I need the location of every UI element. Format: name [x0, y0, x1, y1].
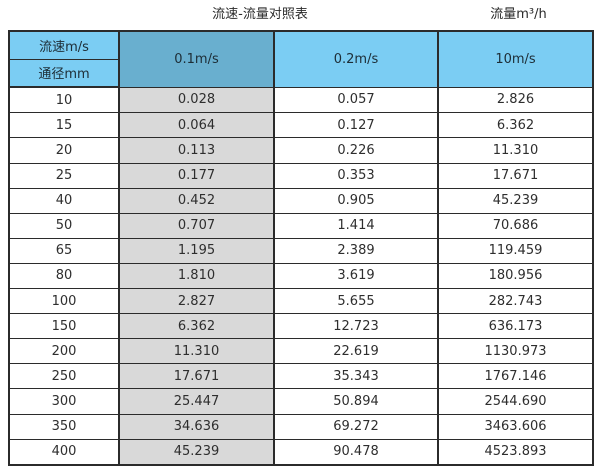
table-row: 50 0.707 1.414 70.686	[8, 212, 594, 239]
flow-value-cell: 2544.690	[437, 388, 594, 415]
flow-value-cell: 2.389	[273, 237, 439, 264]
velocity-column-header-0-2: 0.2m/s	[273, 30, 439, 88]
flow-value-cell: 0.057	[273, 86, 439, 114]
flow-value-cell: 90.478	[273, 438, 439, 466]
flow-value-cell: 1.810	[118, 262, 275, 290]
flow-value-cell: 45.239	[437, 187, 594, 214]
diameter-cell: 250	[8, 363, 120, 390]
flow-unit-label: 流量m³/h	[490, 7, 547, 22]
header-row-diameter: 通径mm	[8, 58, 593, 88]
flow-value-cell: 0.028	[118, 86, 275, 114]
diameter-cell: 350	[8, 413, 120, 440]
diameter-cell: 65	[8, 237, 120, 264]
velocity-column-header-10: 10m/s	[437, 30, 594, 88]
flow-rate-table: 流速m/s 0.1m/s 0.2m/s 10m/s 通径mm 10 0.028 0.…	[8, 30, 594, 466]
diameter-cell: 100	[8, 288, 120, 315]
flow-value-cell: 0.353	[273, 162, 439, 189]
diameter-cell: 300	[8, 388, 120, 415]
table-header: 流速m/s 0.1m/s 0.2m/s 10m/s 通径mm	[8, 30, 594, 88]
table-row: 65 1.195 2.389 119.459	[8, 237, 594, 264]
flow-value-cell: 2.827	[118, 288, 275, 315]
flow-value-cell: 34.636	[118, 413, 275, 440]
diameter-cell: 400	[8, 438, 120, 466]
table-row: 40 0.452 0.905 45.239	[8, 187, 594, 214]
flow-value-cell: 1.414	[273, 212, 439, 239]
diameter-cell: 80	[8, 262, 120, 290]
flow-value-cell: 1767.146	[437, 363, 594, 390]
diameter-cell: 40	[8, 187, 120, 214]
diameter-cell: 25	[8, 162, 120, 189]
diameter-cell: 150	[8, 313, 120, 340]
table-row: 350 34.636 69.272 3463.606	[8, 413, 594, 440]
flow-value-cell: 50.894	[273, 388, 439, 415]
table-row: 15 0.064 0.127 6.362	[8, 112, 594, 139]
diameter-cell: 15	[8, 112, 120, 139]
table-row: 150 6.362 12.723 636.173	[8, 313, 594, 340]
flow-value-cell: 0.226	[273, 137, 439, 164]
table-row: 100 2.827 5.655 282.743	[8, 288, 594, 315]
flow-value-cell: 17.671	[437, 162, 594, 189]
table-row: 80 1.810 3.619 180.956	[8, 262, 594, 290]
flow-value-cell: 11.310	[437, 137, 594, 164]
flow-value-cell: 282.743	[437, 288, 594, 315]
flow-value-cell: 45.239	[118, 438, 275, 466]
flow-value-cell: 6.362	[118, 313, 275, 340]
table-row: 400 45.239 90.478 4523.893	[8, 438, 594, 466]
table-row: 25 0.177 0.353 17.671	[8, 162, 594, 189]
flow-value-cell: 5.655	[273, 288, 439, 315]
flow-value-cell: 0.707	[118, 212, 275, 239]
corner-diameter-label: 通径mm	[8, 58, 120, 88]
table-row: 10 0.028 0.057 2.826	[8, 86, 594, 114]
table-row: 250 17.671 35.343 1767.146	[8, 363, 594, 390]
flow-value-cell: 22.619	[273, 338, 439, 365]
flow-value-cell: 0.127	[273, 112, 439, 139]
velocity-column-header-0-1: 0.1m/s	[118, 30, 275, 88]
flow-value-cell: 6.362	[437, 112, 594, 139]
flow-value-cell: 636.173	[437, 313, 594, 340]
flow-value-cell: 69.272	[273, 413, 439, 440]
flow-value-cell: 70.686	[437, 212, 594, 239]
flow-value-cell: 3463.606	[437, 413, 594, 440]
flow-value-cell: 17.671	[118, 363, 275, 390]
flow-value-cell: 3.619	[273, 262, 439, 290]
flow-value-cell: 35.343	[273, 363, 439, 390]
table-title: 流速-流量对照表	[212, 7, 308, 22]
table-row: 20 0.113 0.226 11.310	[8, 137, 594, 164]
corner-velocity-label: 流速m/s	[8, 30, 120, 60]
diameter-cell: 50	[8, 212, 120, 239]
flow-value-cell: 0.452	[118, 187, 275, 214]
flow-value-cell: 0.064	[118, 112, 275, 139]
flow-value-cell: 2.826	[437, 86, 594, 114]
flow-value-cell: 0.905	[273, 187, 439, 214]
flow-value-cell: 0.113	[118, 137, 275, 164]
flow-value-cell: 4523.893	[437, 438, 594, 466]
flow-value-cell: 12.723	[273, 313, 439, 340]
flow-value-cell: 119.459	[437, 237, 594, 264]
diameter-cell: 10	[8, 86, 120, 114]
table-row: 300 25.447 50.894 2544.690	[8, 388, 594, 415]
header-row-velocity: 流速m/s 0.1m/s 0.2m/s 10m/s	[8, 30, 594, 88]
flow-value-cell: 180.956	[437, 262, 594, 290]
flow-value-cell: 0.177	[118, 162, 275, 189]
diameter-cell: 20	[8, 137, 120, 164]
flow-value-cell: 1.195	[118, 237, 275, 264]
title-bar: 流速-流量对照表 流量m³/h	[0, 0, 600, 30]
flow-value-cell: 1130.973	[437, 338, 594, 365]
flow-value-cell: 11.310	[118, 338, 275, 365]
flow-value-cell: 25.447	[118, 388, 275, 415]
table-row: 200 11.310 22.619 1130.973	[8, 338, 594, 365]
table-body: 10 0.028 0.057 2.826 15 0.064 0.127 6.362 20 0.11…	[8, 86, 594, 466]
diameter-cell: 200	[8, 338, 120, 365]
